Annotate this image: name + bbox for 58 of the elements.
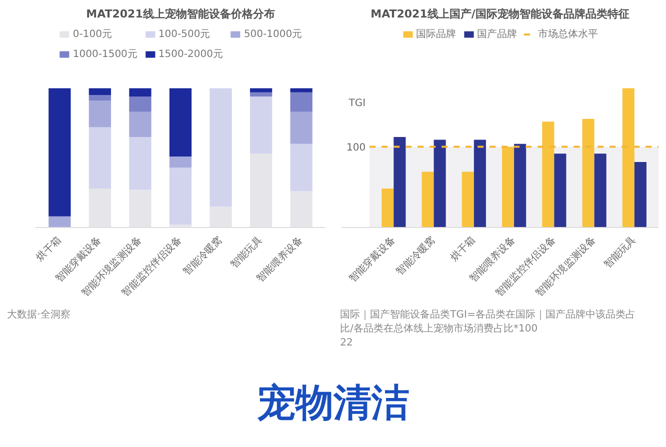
legend-label: 500-1000元: [244, 28, 302, 41]
x-tick-label: 烘干箱: [34, 234, 64, 264]
legend-label: 市场总体水平: [538, 28, 598, 41]
legend-label: 1000-1500元: [72, 48, 138, 61]
bar: [88, 88, 112, 96]
text: 宠物清洁: [256, 382, 410, 424]
chart-title: MAT2021线上国产/国际宠物智能设备品牌品类特征: [370, 8, 630, 20]
bar: [382, 188, 394, 228]
bar: [48, 88, 71, 216]
bar: [474, 140, 486, 228]
text: 22: [340, 338, 353, 349]
y-axis-title: TGI: [348, 98, 366, 110]
bar: [634, 162, 646, 228]
bar: [48, 216, 71, 228]
bar: [422, 172, 434, 228]
bar: [129, 112, 152, 137]
legend-label: 1500-2000元: [158, 48, 223, 61]
bar: [88, 100, 112, 128]
bar: [88, 188, 112, 228]
bar: [250, 96, 272, 154]
bar: [554, 154, 566, 228]
bar: [250, 154, 272, 228]
bar: [290, 191, 312, 228]
legend-label: 国产品牌: [477, 28, 517, 41]
bar: [594, 154, 606, 228]
legend-label: 100-500元: [158, 28, 210, 41]
x-tick-label: 烘干箱: [448, 234, 478, 264]
bar: [169, 156, 192, 168]
bar: [169, 168, 192, 225]
bar: [210, 206, 232, 228]
chart-title: MAT2021线上宠物智能设备价格分布: [86, 8, 275, 20]
text: 国际｜国产智能设备品类TGI=各品类在国际｜国产品牌中该品类占比/各品类在总体线上宠物市场消费占比*100: [340, 308, 636, 335]
annotation: 100: [346, 142, 366, 154]
x-tick-label: 智能冷暖窝: [180, 234, 225, 278]
x-tick-label: 智能冷暖窝: [394, 234, 438, 278]
bar: [290, 88, 312, 92]
bar: [250, 88, 272, 92]
bar: [290, 112, 312, 144]
bar: [88, 127, 112, 188]
legend-label: 0-100元: [72, 28, 112, 41]
text: 大数据·全洞察: [7, 308, 70, 321]
x-tick-label: 智能玩具: [228, 234, 265, 271]
bar: [169, 88, 192, 156]
bar: [394, 136, 406, 228]
bar: [88, 95, 112, 101]
x-tick-label: 智能玩具: [602, 234, 638, 271]
bar: [462, 172, 474, 228]
bar: [434, 140, 446, 228]
bar: [129, 96, 152, 112]
bar: [514, 144, 526, 228]
bar: [129, 88, 152, 97]
bar: [129, 136, 152, 190]
bar: [210, 88, 232, 207]
bar: [129, 190, 152, 228]
bar: [250, 92, 272, 97]
bar: [290, 92, 312, 112]
bar: [290, 144, 312, 192]
legend-label: 国际品牌: [416, 28, 456, 41]
